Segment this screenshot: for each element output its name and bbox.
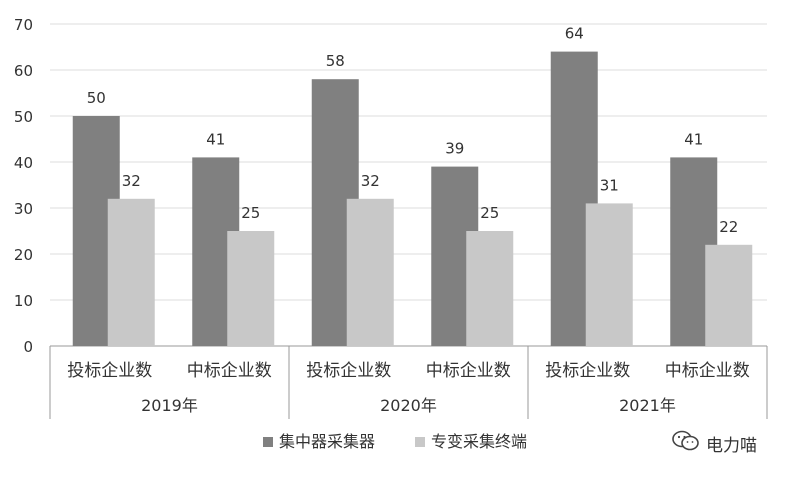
data-label: 50 (87, 89, 106, 107)
group-label: 2020年 (380, 396, 437, 415)
legend-label: 集中器采集器 (279, 432, 375, 451)
data-label: 64 (565, 25, 584, 43)
bar (346, 198, 394, 346)
y-tick-label: 0 (23, 338, 33, 356)
y-tick-label: 20 (14, 246, 33, 264)
y-tick-label: 40 (14, 154, 33, 172)
data-label: 22 (719, 218, 738, 236)
wechat-icon (672, 430, 700, 457)
category-label: 投标企业数 (306, 361, 391, 381)
watermark: 电力喵 (672, 430, 757, 457)
bar (585, 203, 633, 346)
category-label: 中标企业数 (665, 361, 750, 381)
watermark-text: 电力喵 (706, 436, 757, 456)
category-label: 中标企业数 (187, 361, 272, 381)
data-label: 39 (445, 140, 464, 158)
legend-swatch (415, 437, 425, 447)
bar (705, 244, 753, 346)
y-tick-label: 50 (14, 108, 33, 126)
legend-label: 专变采集终端 (431, 432, 527, 451)
data-label: 41 (684, 130, 703, 148)
group-label: 2021年 (619, 396, 676, 415)
bar (466, 231, 514, 346)
category-label: 投标企业数 (545, 361, 630, 381)
data-label: 32 (122, 172, 141, 190)
y-tick-label: 10 (14, 292, 33, 310)
category-label: 投标企业数 (67, 361, 152, 381)
data-label: 31 (600, 176, 619, 194)
bar (107, 198, 155, 346)
group-label: 2019年 (141, 396, 198, 415)
data-label: 25 (480, 204, 499, 222)
y-tick-label: 30 (14, 200, 33, 218)
data-label: 58 (326, 52, 345, 70)
y-tick-label: 60 (14, 62, 33, 80)
data-label: 41 (206, 130, 225, 148)
data-label: 32 (361, 172, 380, 190)
category-label: 中标企业数 (426, 361, 511, 381)
legend-swatch (263, 437, 273, 447)
bar (227, 231, 275, 346)
y-tick-label: 70 (14, 16, 33, 34)
data-label: 25 (241, 204, 260, 222)
